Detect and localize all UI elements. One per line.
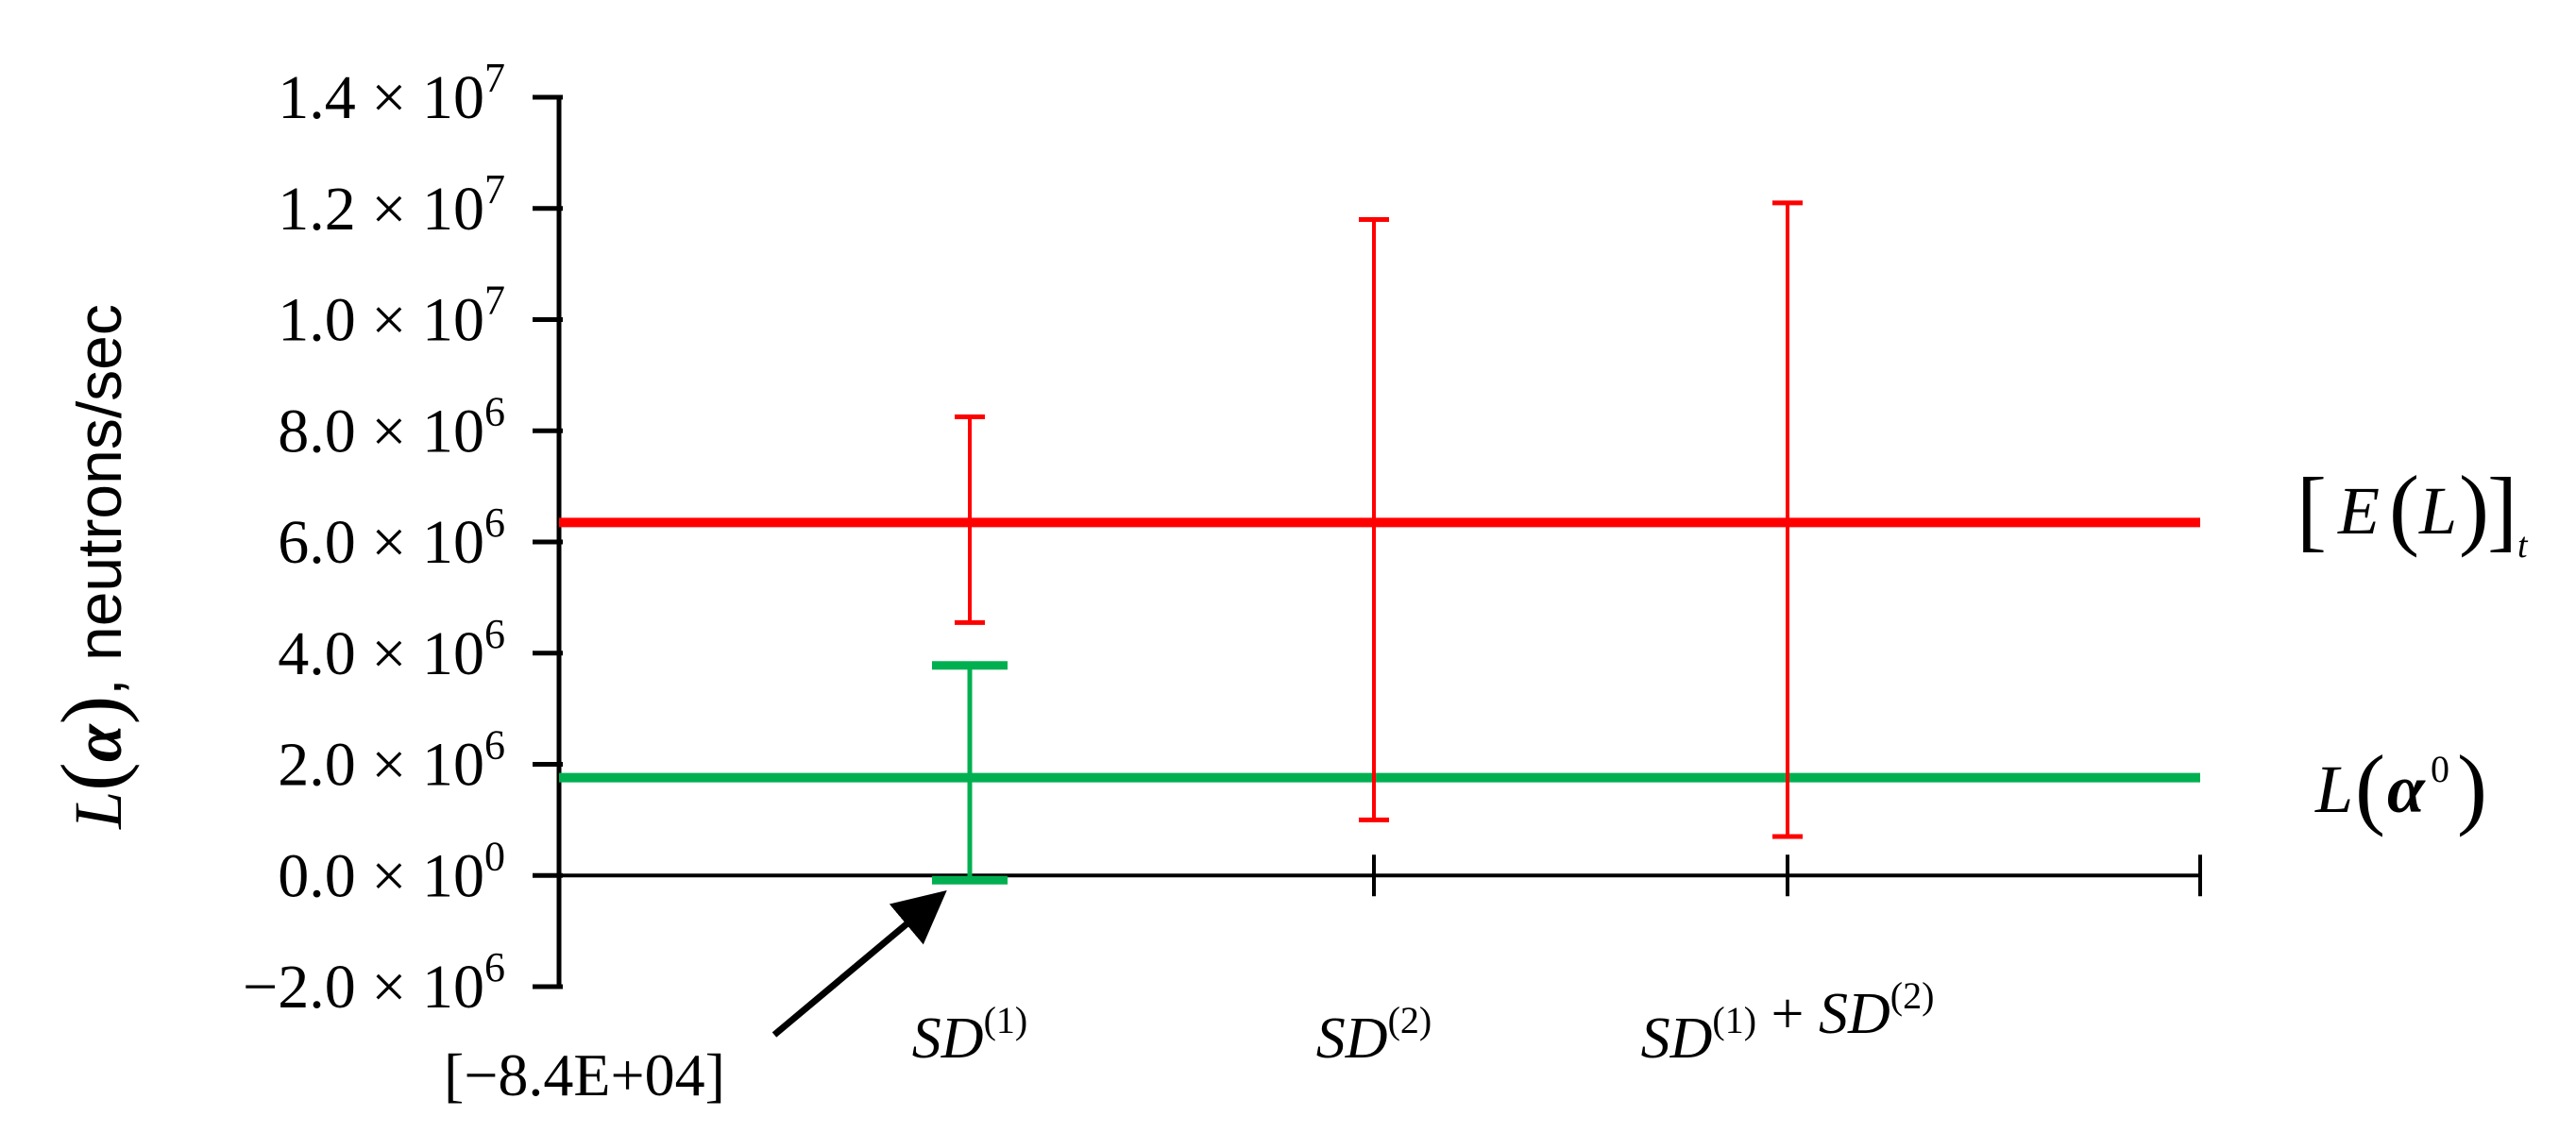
y-tick-label: 6.0 × 106 [278, 499, 505, 577]
y-tick-label: 1.0 × 107 [278, 278, 505, 355]
y-tick-label: −2.0 × 106 [243, 944, 505, 1022]
legend-bracket-open: [ [2296, 459, 2327, 560]
axes [533, 94, 2202, 989]
y-tick-label: 1.4 × 107 [278, 55, 505, 132]
y-tick-label-text: 8.0 × 106 [278, 388, 505, 465]
y-label-alpha: α [60, 723, 136, 762]
y-tick-label-text: 6.0 × 106 [278, 499, 505, 577]
y-tick-label-text: 4.0 × 106 [278, 611, 505, 688]
annotation-text: [−8.4E+04] [444, 1041, 725, 1108]
legend2-sup-0: 0 [2431, 748, 2449, 790]
error-bar [955, 414, 985, 625]
y-tick-label-text: 0.0 × 100 [278, 833, 505, 910]
y-label-unit: , neutrons/sec [64, 304, 134, 696]
annotation-arrow [771, 890, 947, 1038]
error-bar [1359, 217, 1389, 822]
y-tick-label-text: 1.0 × 107 [278, 278, 505, 355]
y-tick-label: 0.0 × 100 [278, 833, 505, 910]
legend2-L: L [2314, 752, 2353, 827]
x-category-label: SD(2) [1316, 999, 1432, 1071]
annotation-min-value: [−8.4E+04] [444, 890, 947, 1108]
y-axis-label: L(α), neutrons/sec [43, 304, 140, 830]
y-tick-labels: −2.0 × 106 0.0 × 100 2.0 × 106 4.0 × 106 6.0… [243, 55, 505, 1022]
legend-L: L [2418, 473, 2457, 549]
legend-paren-open: ( [2389, 457, 2419, 558]
error-bar [1772, 200, 1803, 839]
legend-label-L-alpha0: L ( α 0 ) [2314, 736, 2487, 837]
x-category-labels: SD(1) SD(2) SD(1) + SD(2) [912, 974, 1935, 1071]
legend-label-expected-L: [ E ( L ) ] t [2296, 457, 2529, 566]
legend-bracket-close: ] [2487, 459, 2517, 560]
legend-E: E [2337, 473, 2380, 549]
y-tick-label: 4.0 × 106 [278, 611, 505, 688]
svg-text:L(α), neutrons/sec: L(α), neutrons/sec [43, 304, 140, 830]
error-bars [932, 200, 1803, 885]
error-bar [932, 661, 1008, 885]
reference-lines [559, 517, 2200, 783]
y-tick-label: 2.0 × 106 [278, 722, 505, 800]
y-tick-label-text: −2.0 × 106 [243, 944, 505, 1022]
y-tick-label-text: 1.2 × 107 [278, 166, 505, 244]
legend2-paren-close: ) [2457, 736, 2487, 837]
y-tick-label-text: 1.4 × 107 [278, 55, 505, 132]
y-tick-label: 1.2 × 107 [278, 166, 505, 244]
x-category-label: SD(1) + SD(2) [1641, 974, 1935, 1071]
legend-paren-close: ) [2459, 457, 2489, 558]
y-label-L: L [60, 791, 136, 830]
legend-sub-t: t [2517, 526, 2529, 566]
y-tick-label: 8.0 × 106 [278, 388, 505, 465]
legend2-paren-open: ( [2355, 736, 2385, 837]
legend2-alpha: α [2387, 752, 2426, 827]
y-tick-label-text: 2.0 × 106 [278, 722, 505, 800]
x-category-label: SD(1) [912, 999, 1027, 1071]
